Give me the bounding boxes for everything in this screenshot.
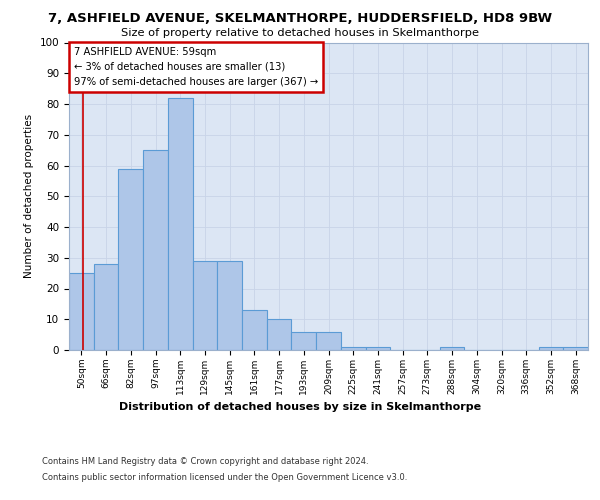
Text: 7 ASHFIELD AVENUE: 59sqm
← 3% of detached houses are smaller (13)
97% of semi-de: 7 ASHFIELD AVENUE: 59sqm ← 3% of detache… xyxy=(74,47,319,86)
Bar xyxy=(365,347,390,350)
Bar xyxy=(217,261,242,350)
Bar xyxy=(69,273,94,350)
Bar xyxy=(94,264,118,350)
Bar xyxy=(292,332,316,350)
Bar xyxy=(193,261,217,350)
Bar xyxy=(440,347,464,350)
Bar xyxy=(118,168,143,350)
Bar xyxy=(242,310,267,350)
Text: Contains HM Land Registry data © Crown copyright and database right 2024.: Contains HM Land Registry data © Crown c… xyxy=(42,458,368,466)
Text: Size of property relative to detached houses in Skelmanthorpe: Size of property relative to detached ho… xyxy=(121,28,479,38)
Bar xyxy=(539,347,563,350)
Bar xyxy=(563,347,588,350)
Bar xyxy=(316,332,341,350)
Text: 7, ASHFIELD AVENUE, SKELMANTHORPE, HUDDERSFIELD, HD8 9BW: 7, ASHFIELD AVENUE, SKELMANTHORPE, HUDDE… xyxy=(48,12,552,26)
Text: Contains public sector information licensed under the Open Government Licence v3: Contains public sector information licen… xyxy=(42,472,407,482)
Bar xyxy=(143,150,168,350)
Bar xyxy=(267,320,292,350)
Bar xyxy=(341,347,365,350)
Text: Distribution of detached houses by size in Skelmanthorpe: Distribution of detached houses by size … xyxy=(119,402,481,412)
Bar xyxy=(168,98,193,350)
Y-axis label: Number of detached properties: Number of detached properties xyxy=(24,114,34,278)
